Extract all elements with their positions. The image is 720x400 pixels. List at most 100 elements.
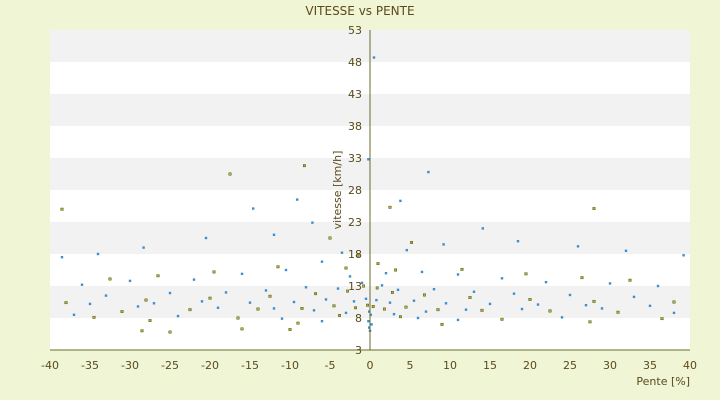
data-point [360,281,364,284]
data-point [148,319,152,322]
data-point [304,286,308,289]
data-point [568,293,572,297]
data-point [311,221,314,224]
data-point [303,164,306,168]
data-point [391,291,394,294]
y-tick-label: 8 [355,312,362,325]
data-point [528,298,532,301]
data-point [588,320,592,324]
data-point [656,284,660,288]
data-point [212,270,216,274]
data-point [320,260,324,263]
data-point [600,307,604,310]
data-point [580,276,584,280]
data-point [660,317,664,321]
data-point [371,305,375,308]
data-point [142,246,145,249]
data-point [436,308,440,312]
data-point [442,243,445,246]
x-tick-label: -35 [81,359,99,372]
data-point [156,274,160,278]
data-point [136,305,140,308]
data-point [240,272,244,276]
data-point [60,256,64,259]
data-point [396,288,400,292]
x-tick-label: 35 [643,359,657,372]
data-point [384,272,388,275]
x-tick-label: 10 [443,359,457,372]
data-point [616,310,620,314]
data-point [536,303,540,306]
data-point [320,320,324,323]
data-point [372,56,376,59]
data-point [224,291,228,294]
data-point [460,267,464,271]
data-point [648,304,652,308]
data-point [324,298,328,301]
x-tick-label: -25 [161,359,179,372]
data-point [544,280,548,284]
x-tick-label: 40 [683,359,697,372]
data-point [236,316,240,320]
data-point [392,312,396,316]
data-point [240,327,244,331]
data-point [592,299,596,303]
data-point [520,307,524,311]
y-tick-label: 33 [348,152,362,165]
data-point [375,298,378,302]
x-tick-label: -15 [241,359,259,372]
data-point [560,316,564,319]
data-point [296,198,299,201]
data-point [576,245,580,248]
data-point [370,323,373,326]
data-point [624,249,628,252]
data-point [288,328,292,331]
x-tick-labels: -40 -35 -30 -25 -20 -15 -10 -5 0 5 10 15 20 25 30 35 40 [41,359,697,372]
chart-title: VITESSE vs PENTE [305,4,414,18]
data-point [284,268,288,272]
y-tick-label: 18 [348,248,362,261]
data-point [500,277,504,280]
data-point [92,315,96,319]
data-point [410,241,413,244]
data-point [468,296,472,299]
x-tick-label: 15 [483,359,497,372]
data-point [444,302,448,305]
data-point [296,321,300,325]
data-point [682,254,685,257]
data-point [412,299,416,302]
data-point [464,308,468,311]
data-point [352,300,356,303]
data-point [420,270,424,274]
data-point [388,301,392,304]
data-points [60,56,685,334]
data-point [176,314,180,318]
data-point [248,301,252,304]
data-point [383,307,386,311]
data-point [300,307,304,310]
data-point [628,278,632,282]
y-tick-label: 13 [348,280,362,293]
data-point [368,310,371,313]
y-axis-label: vitesse [km/h] [331,151,344,230]
data-point [256,307,260,311]
y-tick-label: 23 [348,216,362,229]
data-point [394,268,397,272]
y-tick-label: 53 [348,24,362,37]
data-point [404,305,408,309]
data-point [584,304,588,307]
data-point [338,314,341,317]
data-point [200,300,204,303]
x-tick-label: -10 [281,359,299,372]
data-point [128,279,132,283]
x-tick-label: 20 [523,359,537,372]
x-tick-label: 5 [407,359,414,372]
data-point [608,282,612,285]
data-point [632,295,636,299]
data-point [280,317,284,320]
data-point [376,262,380,265]
y-tick-label: 43 [348,88,362,101]
data-point [369,313,372,316]
